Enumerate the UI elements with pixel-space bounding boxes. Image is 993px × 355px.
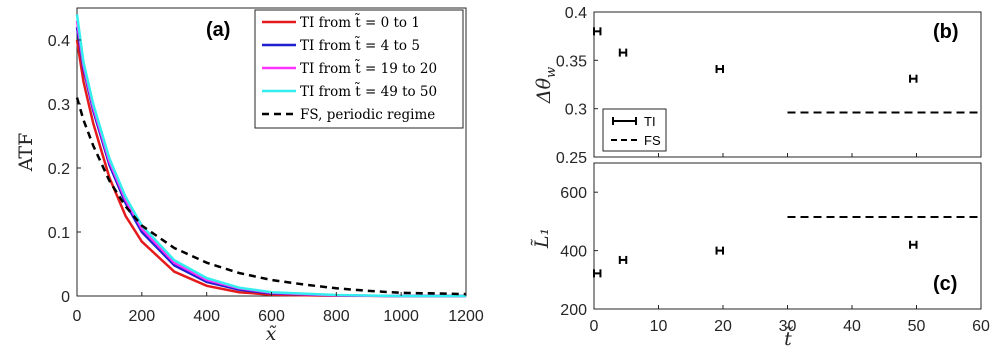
x-tick-label: 10 bbox=[650, 318, 668, 335]
legend-label: TI from t̃ = 19 to 20 bbox=[300, 60, 437, 77]
y-tick-label: 600 bbox=[560, 185, 587, 202]
panel-a: 0 200 400 600 800 1000 1200 00.10.20.30.4 (a) … bbox=[15, 7, 484, 345]
panel-a-x-ticks: 0 200 400 600 800 1000 1200 bbox=[73, 292, 484, 325]
y-tick-label: 0.4 bbox=[48, 33, 70, 50]
y-tick-label: 0.2 bbox=[48, 161, 70, 178]
x-tick-label: 30 bbox=[779, 318, 797, 335]
panel-b-label: (b) bbox=[933, 21, 959, 43]
y-tick-label: 0.1 bbox=[48, 225, 70, 242]
panel-c: 0 10 20 30 40 50 60 200 400 600 (c) t̃ L̃₁ bbox=[531, 162, 990, 350]
legend-label: TI from t̃ = 49 to 50 bbox=[300, 83, 437, 100]
x-tick-label: 0 bbox=[73, 308, 82, 325]
y-tick-label: 0.4 bbox=[565, 5, 587, 22]
x-tick-label: 50 bbox=[908, 318, 926, 335]
y-tick-label: 0.35 bbox=[556, 53, 587, 70]
panel-b-y-ticks: 0.25 0.3 0.35 0.4 bbox=[556, 5, 982, 167]
y-tick-label: 200 bbox=[560, 302, 587, 319]
panel-b-y-axis-label: Δθw bbox=[533, 67, 559, 104]
panel-c-y-ticks: 200 400 600 bbox=[560, 185, 598, 319]
x-tick-label: 200 bbox=[128, 308, 155, 325]
panel-a-y-axis-label: ATF bbox=[15, 133, 37, 173]
legend-label: FS, periodic regime bbox=[300, 107, 435, 123]
panel-a-y-ticks: 0 0.1 0.2 0.3 0.4 bbox=[48, 33, 81, 306]
panel-c-label: (c) bbox=[933, 273, 957, 295]
panel-c-x-axis-label: t̃ bbox=[784, 327, 793, 350]
x-tick-label: 40 bbox=[843, 318, 861, 335]
panel-b-legend: TI FS bbox=[602, 108, 667, 152]
x-tick-label: 0 bbox=[590, 318, 599, 335]
x-tick-label: 400 bbox=[193, 308, 220, 325]
panel-c-y-axis-label: L̃₁ bbox=[531, 228, 553, 249]
y-tick-label: 400 bbox=[560, 244, 587, 261]
y-tick-label: 0.3 bbox=[48, 97, 70, 114]
legend-ti-label: TI bbox=[644, 114, 656, 129]
panel-a-label: (a) bbox=[206, 19, 230, 41]
x-tick-label: 60 bbox=[972, 318, 990, 335]
series-line-4 bbox=[75, 97, 467, 296]
x-tick-label: 1000 bbox=[383, 308, 419, 325]
y-tick-label: 0.25 bbox=[556, 150, 587, 167]
legend-fs-label: FS bbox=[644, 133, 661, 148]
y-tick-label: 0 bbox=[61, 289, 70, 306]
legend-box bbox=[602, 108, 667, 152]
x-tick-label: 600 bbox=[258, 308, 285, 325]
y-tick-label: 0.3 bbox=[565, 102, 587, 119]
panel-c-x-ticks: 0 10 20 30 40 50 60 bbox=[590, 305, 990, 335]
legend-label: TI from t̃ = 0 to 1 bbox=[300, 14, 420, 31]
panel-c-marks bbox=[593, 216, 978, 278]
x-tick-label: 800 bbox=[323, 308, 350, 325]
panel-b-marks bbox=[593, 27, 978, 114]
x-tick-label: 1200 bbox=[448, 308, 484, 325]
legend-label: TI from t̃ = 4 to 5 bbox=[300, 37, 420, 54]
panel-a-x-axis-label: x̃ bbox=[266, 323, 277, 345]
panel-a-legend: TI from t̃ = 0 to 1 TI from t̃ = 4 to 5 TI… bbox=[254, 9, 464, 129]
panel-c-frame bbox=[593, 162, 982, 310]
x-tick-label: 20 bbox=[714, 318, 732, 335]
panel-b: 0.25 0.3 0.35 0.4 (b) Δθw TI FS bbox=[533, 5, 982, 167]
